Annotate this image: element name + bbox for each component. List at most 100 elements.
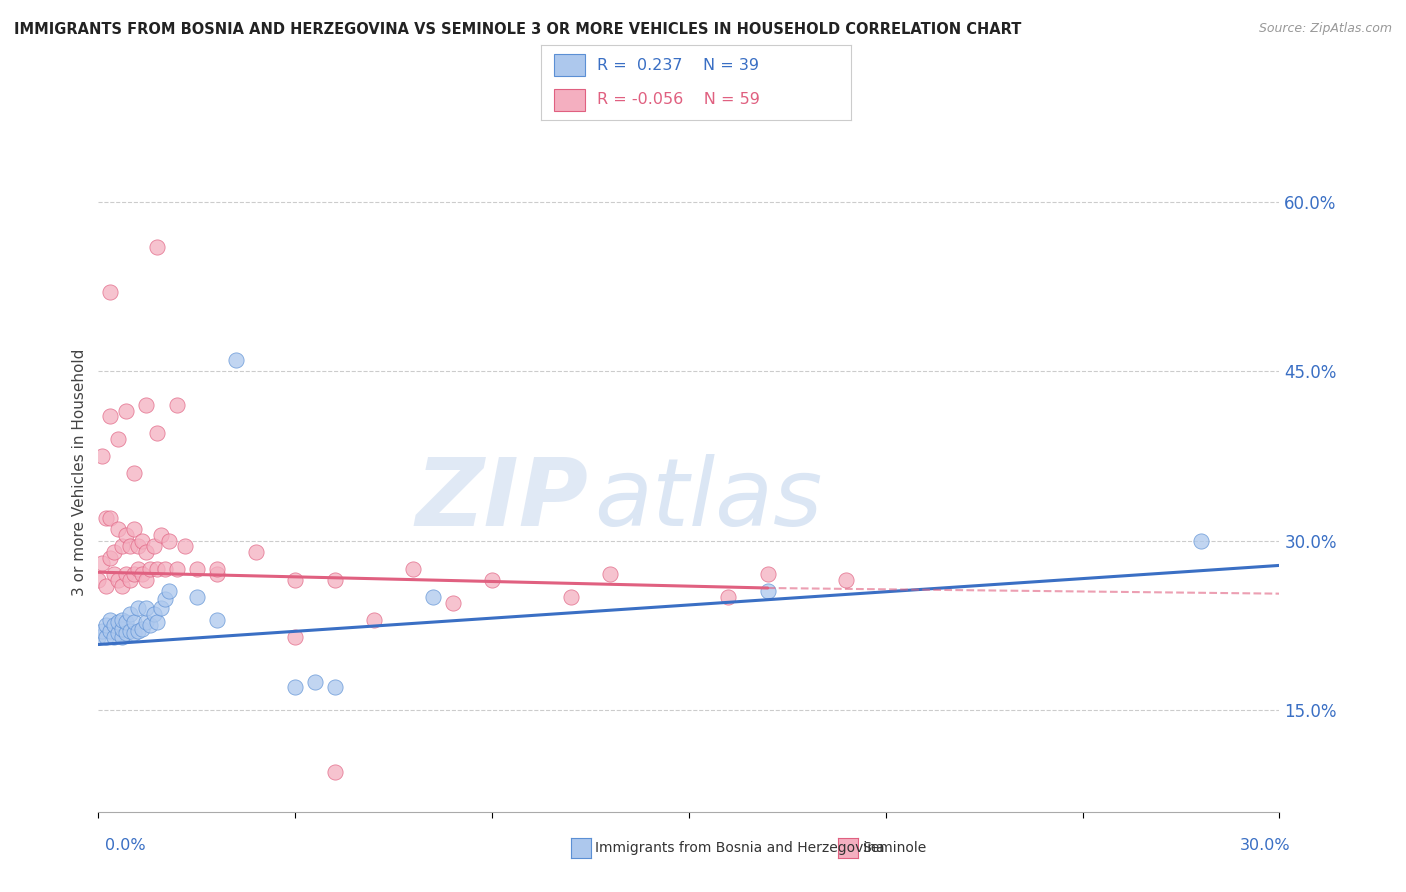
Point — [135, 615, 157, 629]
Point — [96, 618, 118, 632]
Point — [115, 626, 138, 640]
Text: ZIP: ZIP — [416, 454, 589, 546]
Point — [103, 618, 125, 632]
Point — [103, 630, 125, 644]
Point — [115, 403, 138, 417]
Point — [166, 562, 188, 576]
Point — [98, 409, 121, 424]
Point — [599, 567, 621, 582]
Text: IMMIGRANTS FROM BOSNIA AND HERZEGOVINA VS SEMINOLE 3 OR MORE VEHICLES IN HOUSEHO: IMMIGRANTS FROM BOSNIA AND HERZEGOVINA V… — [14, 22, 1021, 37]
Point — [560, 590, 582, 604]
Point — [122, 626, 145, 640]
Point — [756, 584, 779, 599]
Point — [87, 630, 110, 644]
Point — [304, 674, 326, 689]
Point — [157, 584, 180, 599]
Point — [98, 613, 121, 627]
Point — [205, 613, 228, 627]
Point — [111, 622, 134, 636]
Point — [402, 562, 425, 576]
Point — [150, 528, 173, 542]
Point — [146, 562, 169, 576]
Point — [717, 590, 740, 604]
Point — [1189, 533, 1212, 548]
Bar — [554, 88, 585, 112]
Point — [323, 681, 346, 695]
Point — [127, 601, 149, 615]
Point — [98, 285, 121, 299]
Point — [107, 432, 129, 446]
Point — [103, 567, 125, 582]
Point — [284, 681, 307, 695]
Bar — [554, 54, 585, 77]
Point — [284, 573, 307, 587]
Point — [115, 567, 138, 582]
Point — [91, 624, 114, 638]
Point — [111, 539, 134, 553]
Point — [135, 398, 157, 412]
Point — [127, 624, 149, 638]
Point — [138, 618, 160, 632]
Point — [115, 528, 138, 542]
Point — [422, 590, 444, 604]
Point — [103, 545, 125, 559]
Point — [87, 573, 110, 587]
Point — [441, 596, 464, 610]
Point — [135, 601, 157, 615]
Point — [142, 539, 165, 553]
Point — [127, 539, 149, 553]
Point — [107, 615, 129, 629]
Point — [107, 522, 129, 536]
Point — [174, 539, 197, 553]
Point — [107, 573, 129, 587]
Point — [135, 573, 157, 587]
Point — [756, 567, 779, 582]
Text: 30.0%: 30.0% — [1240, 838, 1291, 853]
Point — [245, 545, 267, 559]
Text: R = -0.056    N = 59: R = -0.056 N = 59 — [598, 93, 759, 107]
Point — [122, 466, 145, 480]
Point — [122, 567, 145, 582]
Point — [284, 630, 307, 644]
Point — [205, 567, 228, 582]
Point — [98, 511, 121, 525]
Point — [481, 573, 503, 587]
Point — [118, 607, 141, 621]
Point — [118, 573, 141, 587]
Point — [155, 592, 177, 607]
Point — [107, 626, 129, 640]
Point — [146, 426, 169, 441]
Point — [91, 556, 114, 570]
Point — [186, 590, 208, 604]
Point — [138, 562, 160, 576]
Point — [166, 398, 188, 412]
Point — [131, 622, 153, 636]
Text: 0.0%: 0.0% — [105, 838, 146, 853]
Point — [122, 615, 145, 629]
Point — [118, 624, 141, 638]
Point — [115, 615, 138, 629]
Point — [131, 567, 153, 582]
Point — [98, 550, 121, 565]
Text: atlas: atlas — [595, 454, 823, 545]
Point — [363, 613, 385, 627]
Point — [111, 630, 134, 644]
Text: Source: ZipAtlas.com: Source: ZipAtlas.com — [1258, 22, 1392, 36]
Point — [96, 579, 118, 593]
Point — [127, 562, 149, 576]
Point — [142, 607, 165, 621]
Y-axis label: 3 or more Vehicles in Household: 3 or more Vehicles in Household — [72, 349, 87, 597]
Point — [118, 539, 141, 553]
Text: Immigrants from Bosnia and Herzegovina: Immigrants from Bosnia and Herzegovina — [595, 841, 884, 855]
Point — [98, 624, 121, 638]
Point — [155, 562, 177, 576]
Point — [96, 511, 118, 525]
Text: R =  0.237    N = 39: R = 0.237 N = 39 — [598, 58, 759, 72]
Point — [146, 615, 169, 629]
Point — [122, 522, 145, 536]
Point — [323, 573, 346, 587]
Point — [835, 573, 858, 587]
Point — [150, 601, 173, 615]
Text: Seminole: Seminole — [862, 841, 927, 855]
Point — [323, 765, 346, 780]
